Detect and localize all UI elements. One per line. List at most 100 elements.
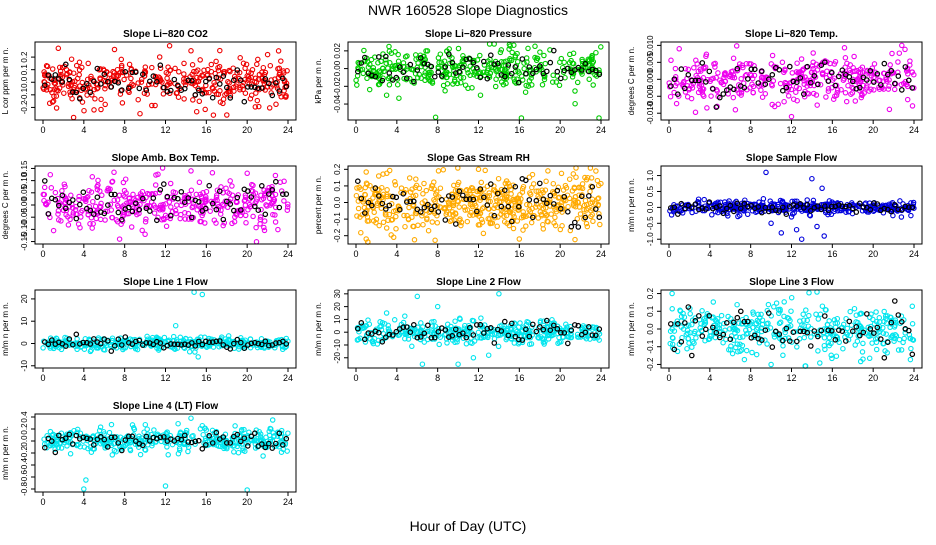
data-point xyxy=(407,205,411,209)
data-point xyxy=(903,47,907,51)
data-point xyxy=(198,58,202,62)
x-tick-label: 16 xyxy=(514,373,524,383)
data-point xyxy=(69,57,73,61)
data-point xyxy=(145,427,149,431)
data-point xyxy=(481,231,485,235)
data-point xyxy=(103,218,107,222)
x-tick-label: 0 xyxy=(353,249,358,259)
data-point xyxy=(782,300,786,304)
data-point xyxy=(354,194,358,198)
data-point xyxy=(265,52,269,56)
y-axis-label: kPa per m n. xyxy=(314,58,323,103)
data-point xyxy=(71,115,75,119)
reference-point xyxy=(545,69,549,73)
data-point xyxy=(175,203,179,207)
data-point xyxy=(131,192,135,196)
reference-point xyxy=(566,341,570,345)
y-tick-label: -10 xyxy=(333,339,342,351)
x-tick-label: 0 xyxy=(40,125,45,135)
data-point xyxy=(152,428,156,432)
x-tick-label: 4 xyxy=(81,125,86,135)
x-tick-label: 16 xyxy=(827,125,837,135)
reference-point xyxy=(520,57,524,61)
x-axis-label: Hour of Day (UTC) xyxy=(410,518,527,534)
x-tick-label: 16 xyxy=(827,373,837,383)
data-point xyxy=(165,76,169,80)
reference-point xyxy=(433,75,437,79)
data-point xyxy=(186,449,190,453)
data-point xyxy=(587,77,591,81)
y-tick-label: 0.2 xyxy=(20,51,29,63)
data-point xyxy=(190,63,194,67)
y-tick-label: 20 xyxy=(333,302,342,311)
x-tick-label: 20 xyxy=(555,249,565,259)
data-point xyxy=(256,57,260,61)
reference-point xyxy=(707,69,711,73)
data-point xyxy=(599,45,603,49)
x-tick-label: 4 xyxy=(394,373,399,383)
x-tick-label: 24 xyxy=(596,125,606,135)
x-tick-label: 4 xyxy=(394,125,399,135)
data-point xyxy=(103,87,107,91)
data-point xyxy=(781,353,785,357)
data-point xyxy=(92,108,96,112)
x-tick-label: 0 xyxy=(40,249,45,259)
data-point xyxy=(62,91,66,95)
data-point xyxy=(465,219,469,223)
data-point xyxy=(438,52,442,56)
reference-point xyxy=(809,344,813,348)
data-point xyxy=(433,115,437,119)
data-point xyxy=(811,51,815,55)
data-point xyxy=(852,54,856,58)
reference-point xyxy=(555,69,559,73)
data-point xyxy=(694,336,698,340)
data-point xyxy=(770,53,774,57)
data-point xyxy=(130,225,134,229)
data-point xyxy=(163,484,167,488)
y-tick-label: 0.0 xyxy=(646,201,655,213)
y-tick-label: -0.2 xyxy=(646,357,655,371)
data-point xyxy=(214,59,218,63)
data-point xyxy=(84,478,88,482)
data-point xyxy=(566,205,570,209)
data-point xyxy=(524,224,528,228)
data-point xyxy=(384,93,388,97)
data-point xyxy=(711,300,715,304)
reference-point xyxy=(795,339,799,343)
reference-point xyxy=(81,190,85,194)
data-point xyxy=(189,188,193,192)
data-point xyxy=(780,60,784,64)
data-point xyxy=(152,211,156,215)
data-point xyxy=(872,62,876,66)
data-point xyxy=(553,215,557,219)
data-point xyxy=(251,214,255,218)
reference-point xyxy=(116,210,120,214)
reference-point xyxy=(594,207,598,211)
data-point xyxy=(896,348,900,352)
data-point xyxy=(781,344,785,348)
data-point xyxy=(799,57,803,61)
data-point xyxy=(573,237,577,241)
data-point xyxy=(129,76,133,80)
reference-point xyxy=(256,208,260,212)
reference-point xyxy=(207,184,211,188)
data-point xyxy=(700,309,704,313)
data-point xyxy=(480,220,484,224)
data-point xyxy=(167,44,171,48)
data-point xyxy=(396,83,400,87)
panel-title: Slope Line 4 (LT) Flow xyxy=(113,401,219,412)
reference-point xyxy=(200,447,204,451)
data-point xyxy=(82,109,86,113)
data-point xyxy=(668,95,672,99)
data-point xyxy=(209,62,213,66)
data-point xyxy=(760,95,764,99)
data-point xyxy=(169,205,173,209)
data-point xyxy=(177,70,181,74)
data-point xyxy=(127,62,131,66)
series-points xyxy=(41,44,289,120)
x-tick-label: 8 xyxy=(122,373,127,383)
y-tick-label: 0.00 xyxy=(333,60,342,76)
y-tick-label: 0.15 xyxy=(20,160,29,176)
